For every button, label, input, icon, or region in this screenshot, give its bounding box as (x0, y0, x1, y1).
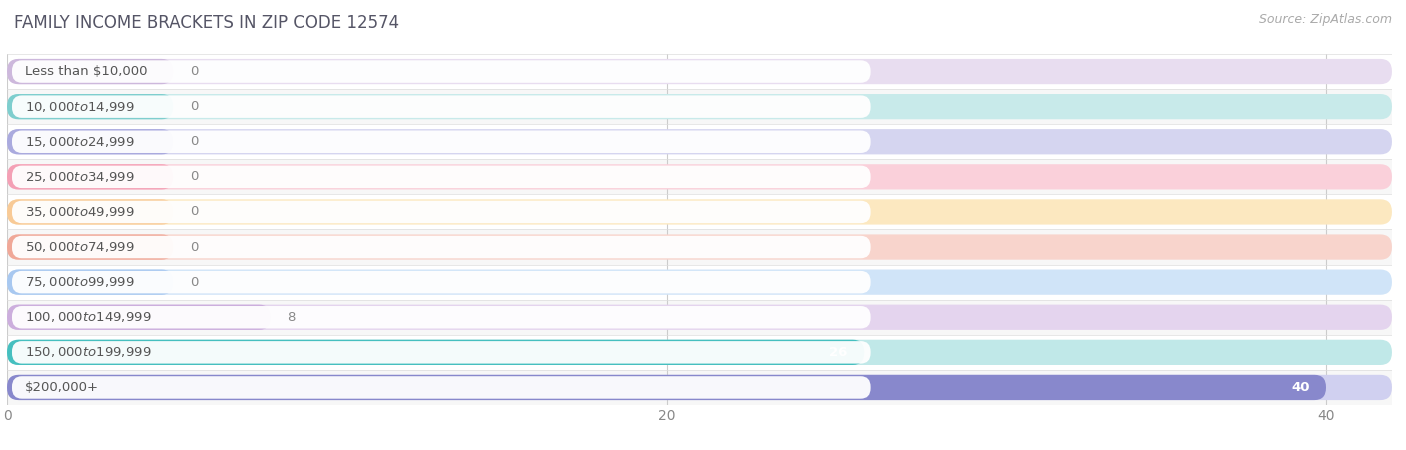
FancyBboxPatch shape (7, 129, 1392, 154)
FancyBboxPatch shape (7, 340, 1392, 365)
FancyBboxPatch shape (13, 60, 870, 83)
FancyBboxPatch shape (7, 94, 173, 119)
Text: 0: 0 (190, 241, 198, 253)
FancyBboxPatch shape (13, 236, 870, 258)
FancyBboxPatch shape (7, 335, 1392, 370)
Text: 0: 0 (190, 135, 198, 148)
FancyBboxPatch shape (13, 341, 870, 364)
FancyBboxPatch shape (7, 230, 1392, 265)
FancyBboxPatch shape (13, 376, 870, 399)
Text: $35,000 to $49,999: $35,000 to $49,999 (25, 205, 135, 219)
Text: $10,000 to $14,999: $10,000 to $14,999 (25, 99, 135, 114)
FancyBboxPatch shape (7, 340, 865, 365)
FancyBboxPatch shape (7, 199, 1392, 225)
FancyBboxPatch shape (7, 305, 271, 330)
Text: $100,000 to $149,999: $100,000 to $149,999 (25, 310, 152, 324)
Text: $15,000 to $24,999: $15,000 to $24,999 (25, 135, 135, 149)
Text: $25,000 to $34,999: $25,000 to $34,999 (25, 170, 135, 184)
Text: 0: 0 (190, 276, 198, 288)
FancyBboxPatch shape (7, 270, 173, 295)
FancyBboxPatch shape (7, 164, 173, 189)
FancyBboxPatch shape (7, 94, 1392, 119)
Text: Source: ZipAtlas.com: Source: ZipAtlas.com (1258, 14, 1392, 27)
Text: $150,000 to $199,999: $150,000 to $199,999 (25, 345, 152, 360)
FancyBboxPatch shape (7, 370, 1392, 405)
Text: 0: 0 (190, 100, 198, 113)
FancyBboxPatch shape (7, 265, 1392, 300)
FancyBboxPatch shape (7, 194, 1392, 230)
FancyBboxPatch shape (7, 305, 1392, 330)
FancyBboxPatch shape (7, 199, 173, 225)
FancyBboxPatch shape (7, 234, 173, 260)
Text: 0: 0 (190, 171, 198, 183)
FancyBboxPatch shape (7, 54, 1392, 89)
Text: 40: 40 (1291, 381, 1309, 394)
Text: $200,000+: $200,000+ (25, 381, 100, 394)
FancyBboxPatch shape (7, 59, 1392, 84)
FancyBboxPatch shape (13, 166, 870, 188)
Text: Less than $10,000: Less than $10,000 (25, 65, 148, 78)
FancyBboxPatch shape (7, 375, 1392, 400)
FancyBboxPatch shape (7, 300, 1392, 335)
FancyBboxPatch shape (7, 89, 1392, 124)
FancyBboxPatch shape (13, 271, 870, 293)
Text: $75,000 to $99,999: $75,000 to $99,999 (25, 275, 135, 289)
Text: 0: 0 (190, 65, 198, 78)
FancyBboxPatch shape (13, 130, 870, 153)
FancyBboxPatch shape (13, 306, 870, 328)
FancyBboxPatch shape (7, 159, 1392, 194)
FancyBboxPatch shape (7, 234, 1392, 260)
FancyBboxPatch shape (7, 129, 173, 154)
FancyBboxPatch shape (7, 375, 1326, 400)
FancyBboxPatch shape (13, 95, 870, 118)
FancyBboxPatch shape (13, 201, 870, 223)
Text: 26: 26 (830, 346, 848, 359)
FancyBboxPatch shape (7, 124, 1392, 159)
FancyBboxPatch shape (7, 59, 173, 84)
Text: FAMILY INCOME BRACKETS IN ZIP CODE 12574: FAMILY INCOME BRACKETS IN ZIP CODE 12574 (14, 14, 399, 32)
FancyBboxPatch shape (7, 270, 1392, 295)
Text: $50,000 to $74,999: $50,000 to $74,999 (25, 240, 135, 254)
Text: 8: 8 (287, 311, 295, 324)
Text: 0: 0 (190, 206, 198, 218)
FancyBboxPatch shape (7, 164, 1392, 189)
